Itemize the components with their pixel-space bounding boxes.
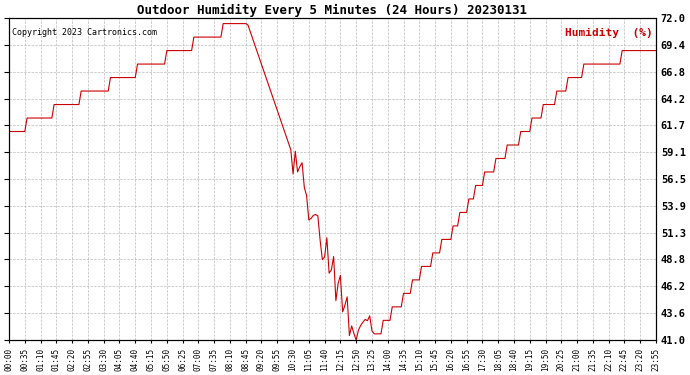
Text: Humidity  (%): Humidity (%) (565, 28, 653, 38)
Text: Copyright 2023 Cartronics.com: Copyright 2023 Cartronics.com (12, 28, 157, 37)
Title: Outdoor Humidity Every 5 Minutes (24 Hours) 20230131: Outdoor Humidity Every 5 Minutes (24 Hou… (137, 4, 527, 17)
